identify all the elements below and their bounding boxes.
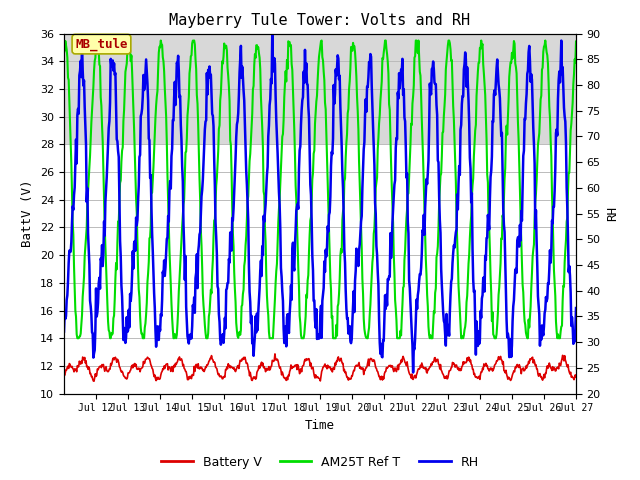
Y-axis label: BattV (V): BattV (V) <box>22 180 35 247</box>
Y-axis label: RH: RH <box>606 206 619 221</box>
Bar <box>64 34 576 144</box>
Legend: Battery V, AM25T Ref T, RH: Battery V, AM25T Ref T, RH <box>156 451 484 474</box>
Text: MB_tule: MB_tule <box>76 37 128 51</box>
Title: Mayberry Tule Tower: Volts and RH: Mayberry Tule Tower: Volts and RH <box>170 13 470 28</box>
X-axis label: Time: Time <box>305 419 335 432</box>
